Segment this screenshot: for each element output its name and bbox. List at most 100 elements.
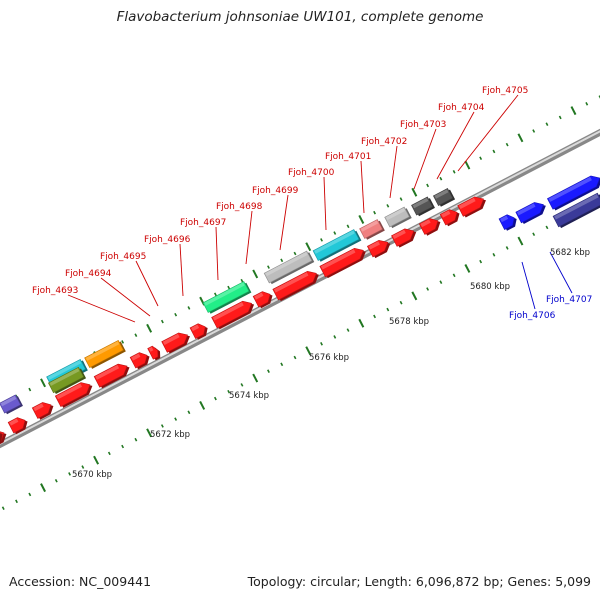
gene-red-4 <box>54 382 93 408</box>
gene-red-5 <box>93 363 130 389</box>
inner-tick-row-tick <box>479 259 483 264</box>
cog-box-5 <box>202 281 252 314</box>
gene-red-7 <box>147 345 161 361</box>
gene-blue-1 <box>498 214 517 231</box>
scale-label: 5678 kbp <box>389 317 429 327</box>
inner-tick-row-tick <box>333 335 337 339</box>
cog-box-9-body <box>384 206 410 228</box>
cog-box-navy <box>552 192 600 229</box>
gene-label: Fjoh_4694 <box>65 269 112 279</box>
gene-features <box>0 175 600 448</box>
gene-red-6-highlight <box>131 353 141 361</box>
inner-tick-row-tick <box>505 246 509 250</box>
gene-blue-3 <box>546 175 600 211</box>
cog-box-6-highlight <box>265 251 308 277</box>
cog-box-3-highlight <box>49 368 80 386</box>
scale-label: 5682 kbp <box>550 248 590 258</box>
outer-tick-row-tick <box>280 258 284 263</box>
cog-box-7 <box>312 229 362 262</box>
outer-tick-row-tick <box>373 210 377 215</box>
cog-box-8-body <box>359 219 383 239</box>
leader-line <box>360 160 365 214</box>
inner-tick-row-tick <box>346 328 350 332</box>
gene-red-15-highlight <box>392 229 406 240</box>
leader-line <box>279 194 289 251</box>
inner-tick-row-tick <box>358 318 365 328</box>
gene-red-9 <box>189 323 208 340</box>
cog-box-5-body <box>202 281 250 313</box>
gene-red-10-body <box>211 300 253 329</box>
scale-label: 5672 kbp <box>150 430 190 440</box>
inner-tick-row-tick <box>426 287 430 291</box>
inner-tick-row-tick <box>174 417 178 421</box>
outer-tick-row-tick <box>464 160 471 170</box>
outer-tick-row-tick <box>411 187 418 197</box>
outer-tick-row-tick <box>320 238 323 242</box>
inner-tick-row-tick <box>439 280 443 284</box>
outer-tick-row-tick <box>492 149 496 154</box>
leader-line <box>67 294 136 323</box>
outer-tick-row-tick <box>146 323 153 333</box>
cog-box-11 <box>432 188 456 207</box>
gene-red-2-highlight <box>9 418 19 426</box>
leader-line <box>179 243 184 297</box>
outer-tick-row-tick <box>305 242 312 252</box>
cog-box-navy-highlight <box>554 194 599 220</box>
cog-box-8 <box>359 219 385 240</box>
gene-label: Fjoh_4703 <box>400 120 446 130</box>
inner-tick-row-tick <box>68 472 72 476</box>
inner-tick-row-tick <box>320 342 323 346</box>
gene-red-17-highlight <box>441 210 451 218</box>
gene-red-15-body <box>391 228 415 247</box>
cog-box-9 <box>384 206 412 229</box>
genome-summary-text: Topology: circular; Length: 6,096,872 bp… <box>247 574 591 589</box>
leader-line <box>436 111 475 180</box>
gene-label: Fjoh_4693 <box>32 286 78 296</box>
cog-box-1 <box>0 394 23 415</box>
leader-line-blue <box>549 251 573 294</box>
gene-label: Fjoh_4705 <box>482 86 528 96</box>
cog-box-7-body <box>312 229 360 261</box>
gene-red-1-body <box>0 430 5 447</box>
gene-red-16 <box>418 218 441 236</box>
inner-tick-row-tick <box>532 232 536 237</box>
gene-red-11-highlight <box>254 292 264 300</box>
outer-tick-row-tick <box>134 333 138 337</box>
label-leader-lines <box>67 94 573 323</box>
cog-box-8-highlight <box>360 220 379 232</box>
gene-label: Fjoh_4696 <box>144 235 191 245</box>
tick-marks <box>1 95 600 510</box>
outer-tick-row-tick <box>358 215 365 224</box>
gene-red-14-highlight <box>368 241 380 250</box>
leader-line <box>413 128 437 190</box>
inner-tick-row-tick <box>146 428 153 438</box>
inner-tick-row-tick <box>40 483 46 493</box>
gene-label: Fjoh_4698 <box>216 202 263 212</box>
inner-tick-row-tick <box>160 424 164 428</box>
cog-box-5-highlight <box>204 282 245 306</box>
inner-tick-row-tick <box>517 236 524 246</box>
cog-box-2-highlight <box>47 360 82 380</box>
gene-red-13 <box>319 247 366 279</box>
cog-box-3-body <box>47 366 85 394</box>
outer-tick-row-tick <box>252 269 259 279</box>
gene-label-blue: Fjoh_4707 <box>546 295 592 305</box>
gene-red-10-highlight <box>212 302 244 321</box>
outer-tick-row-tick <box>40 378 46 388</box>
gene-blue-2 <box>515 202 546 224</box>
outer-tick-row-tick <box>558 115 562 120</box>
gene-red-5-highlight <box>95 364 120 380</box>
inner-tick-row-tick <box>411 291 418 301</box>
cog-box-11-highlight <box>434 189 449 199</box>
inner-tick-row-tick <box>373 314 377 319</box>
inner-tick-row-tick <box>267 369 270 373</box>
inner-tick-row-tick <box>15 499 18 504</box>
gene-red-5-body <box>93 363 128 388</box>
inner-tick-row-tick <box>1 506 5 510</box>
gene-red-14 <box>366 239 391 259</box>
gene-label: Fjoh_4701 <box>325 152 371 162</box>
outer-tick-row-tick <box>439 176 443 181</box>
gene-red-18-body <box>457 196 484 217</box>
outer-tick-row-tick <box>399 197 403 201</box>
inner-tick-row-tick <box>399 300 403 305</box>
